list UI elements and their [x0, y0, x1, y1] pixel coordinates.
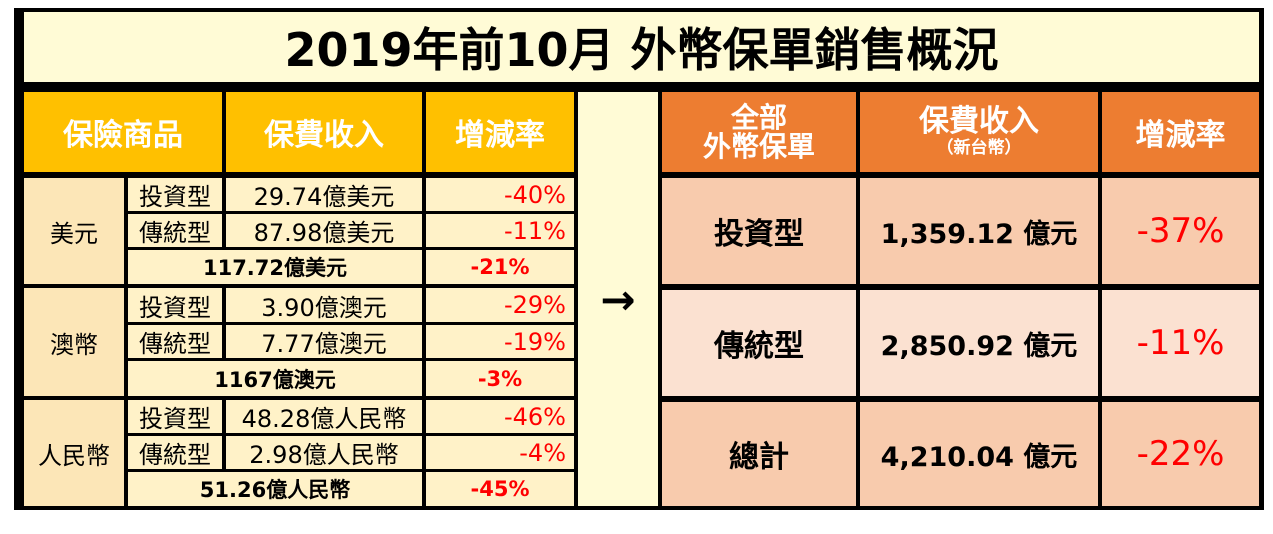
total-amount: 1167億澳元	[128, 361, 422, 396]
row-amount: 29.74億美元	[226, 178, 422, 211]
currency-aud: 澳幣	[24, 288, 124, 396]
row-rate: -29%	[426, 288, 574, 322]
row-amount: 7.77億澳元	[226, 325, 422, 358]
total-amount: 51.26億人民幣	[128, 472, 422, 506]
row-type: 傳統型	[128, 436, 222, 469]
arrow-icon: →	[578, 92, 658, 506]
right-row-label: 投資型	[662, 178, 856, 284]
header-all-line1: 全部	[730, 100, 787, 134]
total-rate: -21%	[426, 250, 574, 284]
total-rate: -3%	[426, 361, 574, 396]
right-row-label: 傳統型	[662, 290, 856, 396]
row-type: 投資型	[128, 400, 222, 433]
right-row-rate: -11%	[1102, 290, 1259, 396]
header-premium-twd: 保費收入 （新台幣）	[860, 92, 1098, 172]
header-premium-line1: 保費收入	[919, 104, 1039, 140]
header-premium-line2: （新台幣）	[936, 137, 1022, 158]
header-change-rate: 增減率	[1102, 92, 1259, 172]
row-type: 傳統型	[128, 325, 222, 358]
right-row-amount: 1,359.12 億元	[860, 178, 1098, 284]
right-row-amount: 2,850.92 億元	[860, 290, 1098, 396]
right-row-rate: -22%	[1102, 402, 1259, 506]
row-rate: -4%	[426, 436, 574, 469]
currency-cny: 人民幣	[24, 400, 124, 506]
page-title: 2019年前10月 外幣保單銷售概況	[24, 12, 1259, 82]
row-type: 投資型	[128, 288, 222, 322]
row-amount: 87.98億美元	[226, 214, 422, 247]
row-amount: 3.90億澳元	[226, 288, 422, 322]
right-row-rate: -37%	[1102, 178, 1259, 284]
row-type: 傳統型	[128, 214, 222, 247]
right-row-amount: 4,210.04 億元	[860, 402, 1098, 506]
header-premium: 保費收入	[226, 92, 422, 172]
total-rate: -45%	[426, 472, 574, 506]
header-product: 保險商品	[24, 92, 222, 172]
header-all-line2: 外幣保單	[702, 130, 815, 163]
row-rate: -11%	[426, 214, 574, 247]
row-rate: -19%	[426, 325, 574, 358]
row-rate: -40%	[426, 178, 574, 211]
currency-usd: 美元	[24, 178, 124, 284]
row-rate: -46%	[426, 400, 574, 433]
row-amount: 48.28億人民幣	[226, 400, 422, 433]
total-amount: 117.72億美元	[128, 250, 422, 284]
header-rate: 增減率	[426, 92, 574, 172]
row-amount: 2.98億人民幣	[226, 436, 422, 469]
header-all-foreign: 全部 外幣保單	[662, 92, 856, 172]
right-row-label: 總計	[662, 402, 856, 506]
row-type: 投資型	[128, 178, 222, 211]
